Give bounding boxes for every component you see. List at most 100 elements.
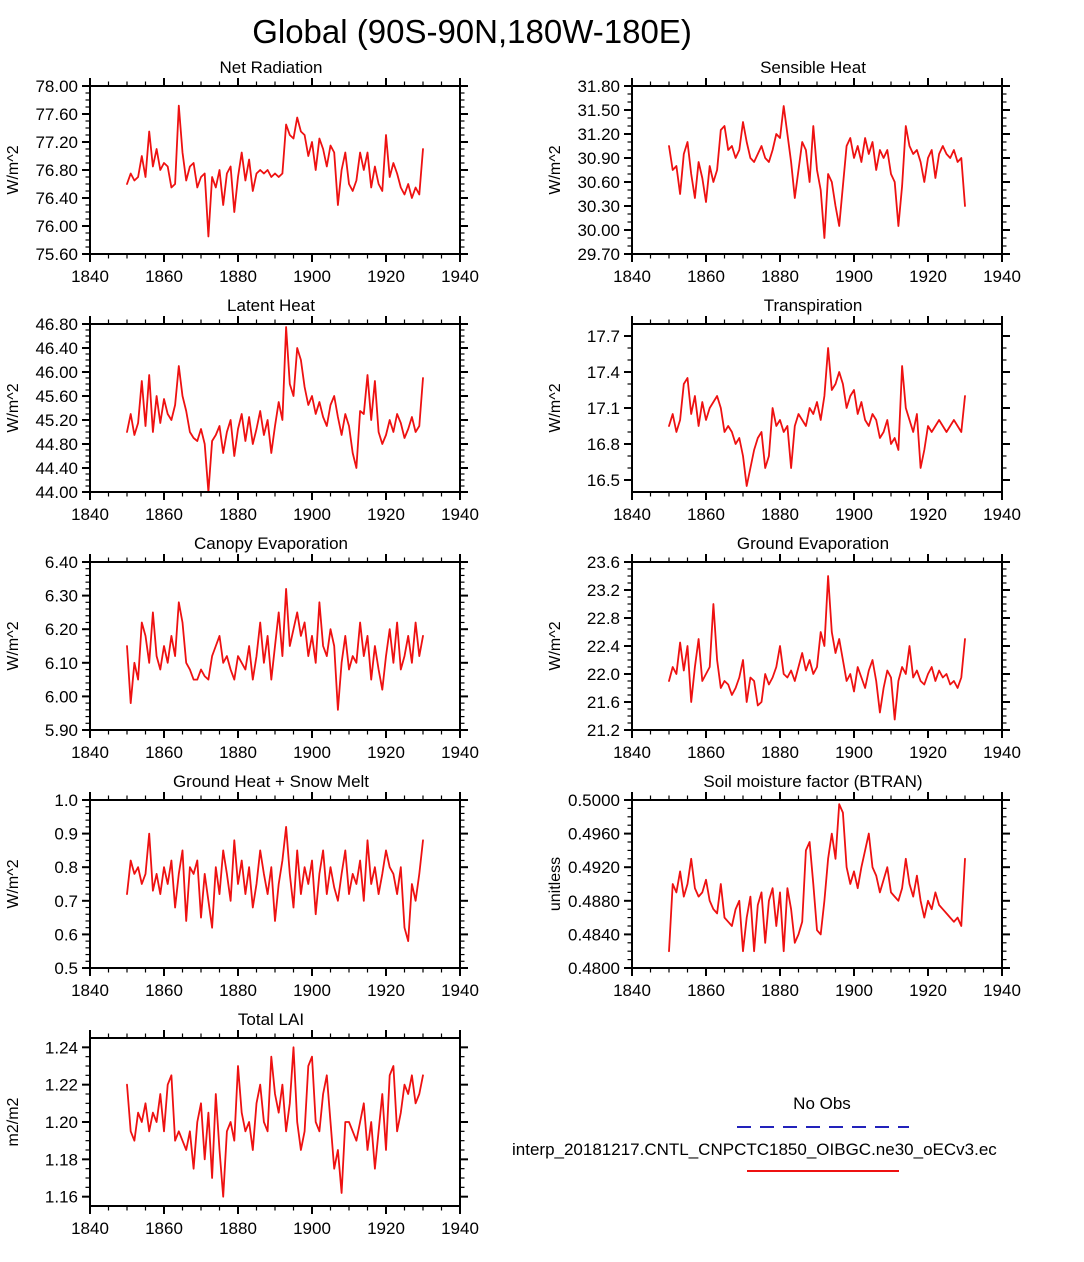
svg-text:23.2: 23.2 xyxy=(587,581,620,600)
svg-text:0.8: 0.8 xyxy=(54,858,78,877)
ground-evaporation-plot: 1840 1860 1880 1900 1920 1940 21.2 21.6 22.0 22.4… xyxy=(547,554,1021,762)
svg-text:1860: 1860 xyxy=(687,505,725,524)
svg-text:6.20: 6.20 xyxy=(45,620,78,639)
svg-text:0.5: 0.5 xyxy=(54,959,78,978)
svg-text:unitless: unitless xyxy=(547,857,564,911)
svg-text:1.20: 1.20 xyxy=(45,1113,78,1132)
legend-case-label: interp_20181217.CNTL_CNPCTC1850_OIBGC.ne… xyxy=(512,1140,997,1159)
panel-title: Total LAI xyxy=(237,1010,305,1029)
svg-text:1880: 1880 xyxy=(761,981,799,1000)
svg-text:1860: 1860 xyxy=(145,743,183,762)
svg-text:46.00: 46.00 xyxy=(35,363,78,382)
svg-text:1940: 1940 xyxy=(983,981,1021,1000)
figure-title: Global (90S-90N,180W-180E) xyxy=(252,13,692,50)
panel-ground-evaporation: Ground Evaporation 1840 1860 1880 1900 1920 1… xyxy=(542,532,1084,770)
svg-text:22.8: 22.8 xyxy=(587,609,620,628)
svg-text:1900: 1900 xyxy=(293,743,331,762)
svg-text:1.24: 1.24 xyxy=(45,1038,78,1057)
panel-title: Sensible Heat xyxy=(760,58,866,77)
svg-text:1900: 1900 xyxy=(293,1219,331,1238)
svg-text:44.00: 44.00 xyxy=(35,483,78,502)
svg-text:0.9: 0.9 xyxy=(54,825,78,844)
svg-text:0.7: 0.7 xyxy=(54,892,78,911)
svg-text:0.4880: 0.4880 xyxy=(568,892,620,911)
legend-no-obs-label: No Obs xyxy=(793,1094,851,1113)
svg-text:78.00: 78.00 xyxy=(35,78,78,96)
svg-text:W/m^2: W/m^2 xyxy=(547,621,564,670)
svg-text:30.90: 30.90 xyxy=(577,149,620,168)
svg-text:1920: 1920 xyxy=(367,981,405,1000)
svg-text:0.4840: 0.4840 xyxy=(568,925,620,944)
svg-text:W/m^2: W/m^2 xyxy=(5,145,22,194)
svg-text:0.4920: 0.4920 xyxy=(568,858,620,877)
svg-text:1880: 1880 xyxy=(219,981,257,1000)
svg-text:W/m^2: W/m^2 xyxy=(5,859,22,908)
svg-text:1840: 1840 xyxy=(613,505,651,524)
svg-text:1860: 1860 xyxy=(687,267,725,286)
panel-grid: Net Radiation 1840 1860 1880 1900 1920 1940 75… xyxy=(0,56,1084,1246)
svg-text:1900: 1900 xyxy=(293,505,331,524)
case-line-swatch xyxy=(747,1170,899,1172)
svg-text:77.20: 77.20 xyxy=(35,133,78,152)
svg-text:1940: 1940 xyxy=(441,743,479,762)
legend: No Obs interp_20181217.CNTL_CNPCTC1850_O… xyxy=(512,1008,1084,1246)
svg-text:30.30: 30.30 xyxy=(577,197,620,216)
panel-title: Net Radiation xyxy=(219,58,323,77)
svg-text:44.40: 44.40 xyxy=(35,459,78,478)
svg-text:77.60: 77.60 xyxy=(35,105,78,124)
svg-text:1900: 1900 xyxy=(835,743,873,762)
svg-text:1900: 1900 xyxy=(835,267,873,286)
svg-text:0.4800: 0.4800 xyxy=(568,959,620,978)
no-obs-line-swatch xyxy=(737,1126,909,1128)
soil-moisture-btran-plot: 1840 1860 1880 1900 1920 1940 0.4800 0.4840 0.48… xyxy=(547,792,1021,1000)
svg-text:1920: 1920 xyxy=(367,505,405,524)
svg-text:1940: 1940 xyxy=(983,743,1021,762)
svg-text:16.5: 16.5 xyxy=(587,471,620,490)
svg-text:1840: 1840 xyxy=(71,981,109,1000)
svg-text:1880: 1880 xyxy=(219,505,257,524)
svg-text:30.00: 30.00 xyxy=(577,221,620,240)
svg-text:1860: 1860 xyxy=(687,743,725,762)
svg-text:1840: 1840 xyxy=(71,743,109,762)
svg-text:1840: 1840 xyxy=(71,1219,109,1238)
transpiration-plot: 1840 1860 1880 1900 1920 1940 16.5 16.8 17.1 17.4… xyxy=(547,316,1021,524)
panel-title: Ground Heat + Snow Melt xyxy=(172,772,370,791)
ground-heat-snow-melt-plot: 1840 1860 1880 1900 1920 1940 0.5 0.6 0.7 0.8 0.9 1… xyxy=(5,792,479,1000)
svg-text:1.0: 1.0 xyxy=(54,792,78,810)
svg-text:1880: 1880 xyxy=(219,743,257,762)
panel-latent-heat: Latent Heat 1840 1860 1880 1900 1920 1940 44.0… xyxy=(0,294,542,532)
panel-title: Canopy Evaporation xyxy=(193,534,349,553)
svg-text:1920: 1920 xyxy=(367,267,405,286)
svg-text:31.20: 31.20 xyxy=(577,125,620,144)
svg-text:1940: 1940 xyxy=(983,267,1021,286)
svg-text:6.30: 6.30 xyxy=(45,587,78,606)
svg-text:17.4: 17.4 xyxy=(587,363,620,382)
svg-text:30.60: 30.60 xyxy=(577,173,620,192)
svg-text:75.60: 75.60 xyxy=(35,245,78,264)
svg-text:W/m^2: W/m^2 xyxy=(547,145,564,194)
svg-text:1900: 1900 xyxy=(293,981,331,1000)
panel-title: Ground Evaporation xyxy=(736,534,890,553)
svg-text:1920: 1920 xyxy=(909,505,947,524)
svg-text:1900: 1900 xyxy=(835,505,873,524)
panel-total-lai: Total LAI 1840 1860 1880 1900 1920 1940 1.16 1.… xyxy=(0,1008,542,1246)
svg-text:1940: 1940 xyxy=(441,1219,479,1238)
svg-text:1880: 1880 xyxy=(219,1219,257,1238)
total-lai-plot: 1840 1860 1880 1900 1920 1940 1.16 1.18 1.20 1.22… xyxy=(5,1030,479,1238)
svg-text:1.16: 1.16 xyxy=(45,1188,78,1207)
panel-ground-heat-snow-melt: Ground Heat + Snow Melt 1840 1860 1880 1900… xyxy=(0,770,542,1008)
svg-text:1940: 1940 xyxy=(441,981,479,1000)
svg-text:1900: 1900 xyxy=(835,981,873,1000)
panel-soil-moisture-btran: Soil moisture factor (BTRAN) 1840 1860 188… xyxy=(542,770,1084,1008)
svg-text:1840: 1840 xyxy=(71,505,109,524)
panel-transpiration: Transpiration 1840 1860 1880 1900 1920 1940 16… xyxy=(542,294,1084,532)
svg-text:1840: 1840 xyxy=(613,743,651,762)
panel-title: Latent Heat xyxy=(227,296,315,315)
svg-text:16.8: 16.8 xyxy=(587,435,620,454)
svg-text:22.0: 22.0 xyxy=(587,665,620,684)
svg-text:1920: 1920 xyxy=(367,743,405,762)
svg-text:1920: 1920 xyxy=(367,1219,405,1238)
svg-text:0.4960: 0.4960 xyxy=(568,825,620,844)
svg-text:76.80: 76.80 xyxy=(35,161,78,180)
